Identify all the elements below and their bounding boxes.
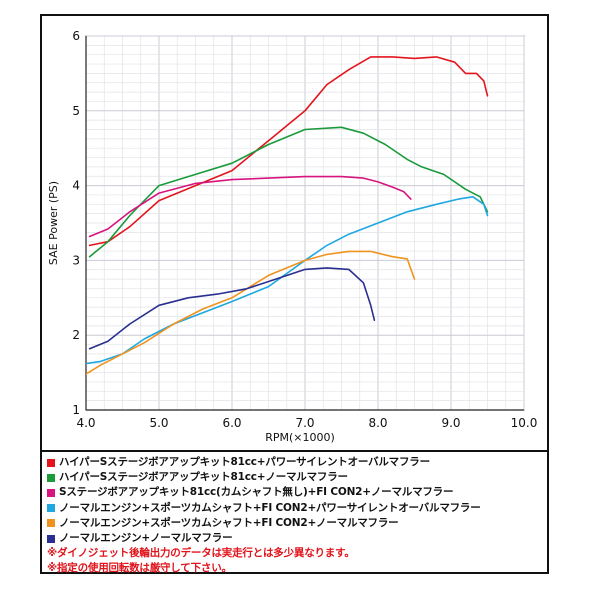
x-tick-label: 4.0 <box>76 416 95 430</box>
legend-swatch <box>47 519 55 528</box>
x-axis-label: RPM(×1000) <box>265 431 335 444</box>
footnote: ※ダイノジェット後輪出力のデータは実走行とは多少異なります。 <box>47 547 355 560</box>
series-line-6 <box>88 267 376 350</box>
legend-entry-4: ノーマルエンジン+スポーツカムシャフト+FI CON2+パワーサイレントオーバル… <box>47 501 549 516</box>
legend-label: ノーマルエンジン+スポーツカムシャフト+FI CON2+パワーサイレントオーバル… <box>59 501 481 514</box>
legend-entry-2: ハイパーSステージボアアップキット81cc+ノーマルマフラー <box>47 470 549 485</box>
legend-swatch <box>47 534 55 543</box>
legend-label: ノーマルエンジン+ノーマルマフラー <box>59 532 233 545</box>
legend-swatch <box>47 473 55 482</box>
legend-label: ノーマルエンジン+スポーツカムシャフト+FI CON2+ノーマルマフラー <box>59 516 399 529</box>
x-tick-label: 7.0 <box>295 416 314 430</box>
tick-labels: 4.0 5.0 6.0 7.0 8.0 9.0 10.0 1 2 3 4 5 6 <box>72 29 537 430</box>
grid <box>85 35 525 411</box>
legend-entry-5: ノーマルエンジン+スポーツカムシャフト+FI CON2+ノーマルマフラー <box>47 516 549 531</box>
x-tick-label: 6.0 <box>222 416 241 430</box>
legend-swatch <box>47 504 55 513</box>
y-tick-label: 3 <box>72 253 80 267</box>
series-line-2 <box>88 126 489 258</box>
x-tick-label: 5.0 <box>149 416 168 430</box>
legend-entry-1: ハイパーSステージボアアップキット81cc+パワーサイレントオーバルマフラー <box>47 455 549 470</box>
y-tick-label: 2 <box>72 328 80 342</box>
series-line-4 <box>86 196 489 365</box>
series-line-5 <box>86 250 416 375</box>
series-group <box>86 56 489 375</box>
series-line-1 <box>88 56 489 247</box>
legend-label: ハイパーSステージボアアップキット81cc+パワーサイレントオーバルマフラー <box>59 456 430 469</box>
legend-swatch <box>47 488 55 497</box>
legend-swatch <box>47 458 55 467</box>
y-tick-label: 6 <box>72 29 80 43</box>
legend-label: ハイパーSステージボアアップキット81cc+ノーマルマフラー <box>59 471 348 484</box>
x-tick-label: 10.0 <box>511 416 538 430</box>
y-tick-label: 5 <box>72 104 80 118</box>
footnote: ※指定の使用回転数は厳守して下さい。 <box>47 562 232 575</box>
x-tick-label: 9.0 <box>441 416 460 430</box>
y-tick-label: 1 <box>72 403 80 417</box>
x-tick-label: 8.0 <box>368 416 387 430</box>
y-tick-label: 4 <box>72 179 80 193</box>
legend-entry-6: ノーマルエンジン+ノーマルマフラー <box>47 531 549 546</box>
series-line-3 <box>88 175 412 238</box>
legend-entry-3: Sステージボアアップキット81cc(カムシャフト無し)+FI CON2+ノーマル… <box>47 485 549 500</box>
legend-label: Sステージボアアップキット81cc(カムシャフト無し)+FI CON2+ノーマル… <box>59 486 454 499</box>
y-axis-label: SAE Power (PS) <box>47 181 60 265</box>
legend: ハイパーSステージボアアップキット81cc+パワーサイレントオーバルマフラー ハイ… <box>40 450 549 574</box>
